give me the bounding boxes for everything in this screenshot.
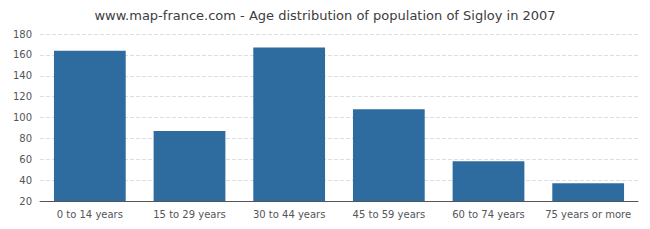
svg-text:0 to 14 years: 0 to 14 years: [57, 209, 123, 220]
svg-text:80: 80: [19, 133, 32, 144]
svg-text:30 to 44 years: 30 to 44 years: [253, 209, 326, 220]
svg-text:120: 120: [13, 91, 32, 102]
svg-text:75 years or more: 75 years or more: [545, 209, 631, 220]
svg-text:100: 100: [13, 112, 32, 123]
svg-text:60: 60: [19, 154, 32, 165]
svg-text:20: 20: [19, 196, 32, 207]
svg-text:40: 40: [19, 175, 32, 186]
svg-text:15 to 29 years: 15 to 29 years: [153, 209, 226, 220]
svg-text:160: 160: [13, 49, 32, 60]
svg-text:140: 140: [13, 70, 32, 81]
svg-text:45 to 59 years: 45 to 59 years: [353, 209, 426, 220]
svg-text:60 to 74 years: 60 to 74 years: [452, 209, 525, 220]
svg-text:www.map-france.com - Age distr: www.map-france.com - Age distribution of…: [94, 8, 555, 23]
svg-text:180: 180: [13, 29, 32, 40]
